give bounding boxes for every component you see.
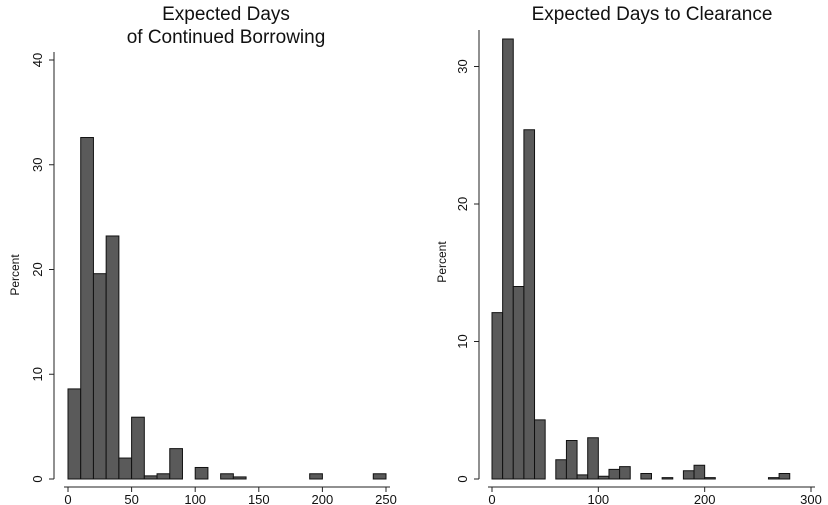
histogram-bar <box>619 466 631 480</box>
chart-title-line: Expected Days <box>162 4 290 25</box>
y-tick-label: 20 <box>30 262 45 276</box>
chart-title-line: of Continued Borrowing <box>127 27 326 48</box>
y-tick-label: 30 <box>30 158 45 172</box>
y-tick-label: 40 <box>30 53 45 67</box>
histogram-bar <box>105 235 120 480</box>
histogram-bar <box>502 38 514 480</box>
histogram-bar <box>67 388 82 480</box>
x-tick-label: 100 <box>184 492 206 505</box>
histogram-bar <box>118 457 133 480</box>
histogram-bar <box>704 477 716 480</box>
y-tick-label: 10 <box>30 367 45 381</box>
x-tick-label: 0 <box>64 492 71 505</box>
histogram-bar <box>512 286 525 480</box>
chart-title-line: Expected Days to Clearance <box>532 4 773 25</box>
histogram-bar <box>131 416 145 480</box>
histogram-bar <box>608 468 621 480</box>
histogram-bar <box>682 470 695 480</box>
histogram-bar <box>778 473 791 480</box>
histogram-bar <box>232 476 247 480</box>
histogram-bar <box>693 464 706 480</box>
histogram-bar <box>661 477 674 480</box>
y-tick-label: 10 <box>455 334 470 348</box>
histogram-bar <box>143 475 158 480</box>
histogram-bar <box>156 473 171 480</box>
histogram-bar <box>80 137 94 480</box>
histogram-bar <box>565 440 578 480</box>
histogram-bar <box>597 475 610 480</box>
y-axis-title: Percent <box>8 254 22 296</box>
histogram-bar <box>587 437 599 480</box>
histogram-bar <box>640 473 652 480</box>
chart-panel-right: Expected Days to Clearance 0 10 20 30 Percent… <box>435 4 822 505</box>
x-tick-label: 200 <box>312 492 334 505</box>
histogram-bar <box>169 448 183 480</box>
histogram-bar <box>220 473 234 480</box>
x-tick-label: 0 <box>488 492 495 505</box>
histogram-bar <box>523 129 536 480</box>
histogram-bar <box>309 473 323 480</box>
histogram-bar <box>491 312 504 480</box>
x-tick-label: 100 <box>587 492 609 505</box>
histogram-bar <box>576 474 589 480</box>
histogram-bar <box>194 466 209 480</box>
x-tick-label: 50 <box>124 492 138 505</box>
y-tick-label: 0 <box>455 475 470 482</box>
x-tick-label: 250 <box>375 492 397 505</box>
y-tick-label: 30 <box>455 59 470 73</box>
histogram-bar <box>372 473 387 480</box>
y-tick-label: 20 <box>455 197 470 211</box>
y-tick-label: 0 <box>30 475 45 482</box>
x-tick-label: 200 <box>694 492 716 505</box>
histogram-bar <box>534 419 546 480</box>
histogram-bar <box>767 477 780 480</box>
histogram-bar <box>555 459 567 480</box>
y-axis-title: Percent <box>435 241 449 283</box>
histogram-bar <box>92 273 107 480</box>
x-tick-label: 300 <box>800 492 822 505</box>
x-tick-label: 150 <box>248 492 270 505</box>
